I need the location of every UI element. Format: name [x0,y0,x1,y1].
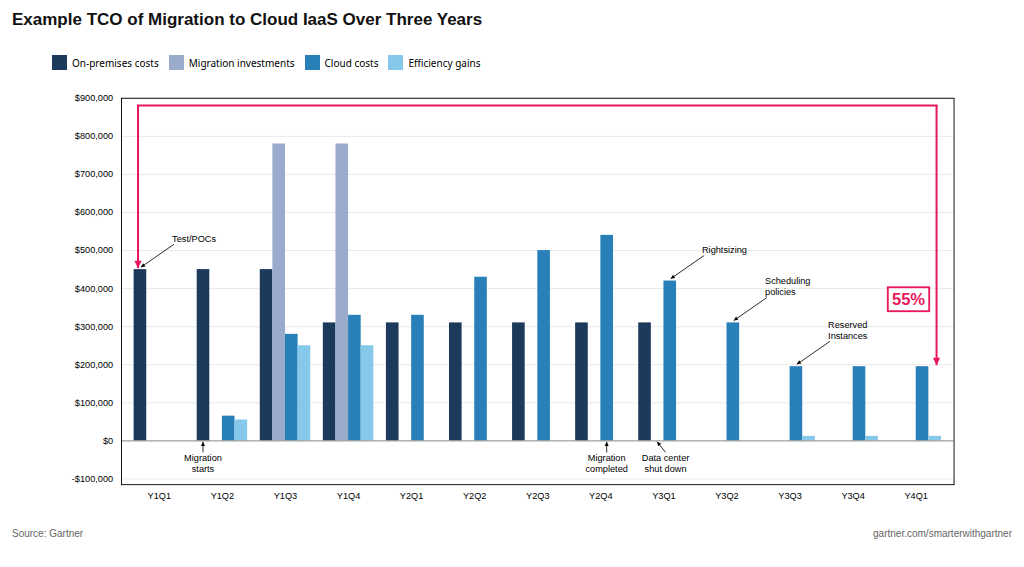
html-text:Source: Gartner: Source: Gartner [12,527,84,539]
svg-text:Y2Q2: Y2Q2 [463,491,486,501]
svg-text:ReservedInstances: ReservedInstances [828,320,868,341]
svg-text:$200,000: $200,000 [75,360,113,370]
svg-text:Y1Q4: Y1Q4 [337,491,360,501]
svg-text:$300,000: $300,000 [75,322,113,332]
svg-text:Schedulingpolicies: Schedulingpolicies [765,276,810,297]
svg-text:$600,000: $600,000 [75,207,113,217]
svg-text:$800,000: $800,000 [75,131,113,141]
html-text:Efficiency gains: Efficiency gains [408,55,481,70]
svg-text:Migrationstarts: Migrationstarts [184,453,222,474]
svg-text:Rightsizing: Rightsizing [702,245,747,255]
svg-text:$0: $0 [103,436,113,446]
html-text:On-premises costs: On-premises costs [72,55,159,70]
svg-text:$100,000: $100,000 [75,398,113,408]
svg-text:Y3Q3: Y3Q3 [778,491,802,501]
svg-text:$400,000: $400,000 [75,284,113,294]
svg-text:Y2Q4: Y2Q4 [589,491,613,501]
svg-text:Y1Q3: Y1Q3 [274,491,298,501]
html-text:Example TCO of Migration to Cl: Example TCO of Migration to Cloud IaaS O… [12,10,483,29]
svg-text:Y3Q4: Y3Q4 [841,491,865,501]
svg-text:$700,000: $700,000 [75,169,113,179]
html-text:gartner.com/smarterwithgartner: gartner.com/smarterwithgartner [873,527,1012,539]
svg-text:55%: 55% [892,290,925,309]
html-text:Migration investments: Migration investments [188,55,295,70]
svg-text:Y1Q2: Y1Q2 [211,491,235,501]
svg-text:Y4Q1: Y4Q1 [904,491,928,501]
svg-text:-$100,000: -$100,000 [72,474,113,484]
svg-text:Y2Q3: Y2Q3 [526,491,550,501]
html-text:Cloud costs: Cloud costs [324,55,379,70]
svg-text:$900,000: $900,000 [75,93,113,103]
svg-text:Y2Q1: Y2Q1 [400,491,423,501]
svg-text:Y1Q1: Y1Q1 [148,491,172,501]
svg-text:Y3Q2: Y3Q2 [715,491,739,501]
svg-text:Test/POCs: Test/POCs [172,234,216,244]
svg-text:Migrationcompleted: Migrationcompleted [585,453,627,474]
svg-text:Data centershut down: Data centershut down [642,453,690,474]
svg-text:Y3Q1: Y3Q1 [652,491,676,501]
svg-text:$500,000: $500,000 [75,245,113,255]
